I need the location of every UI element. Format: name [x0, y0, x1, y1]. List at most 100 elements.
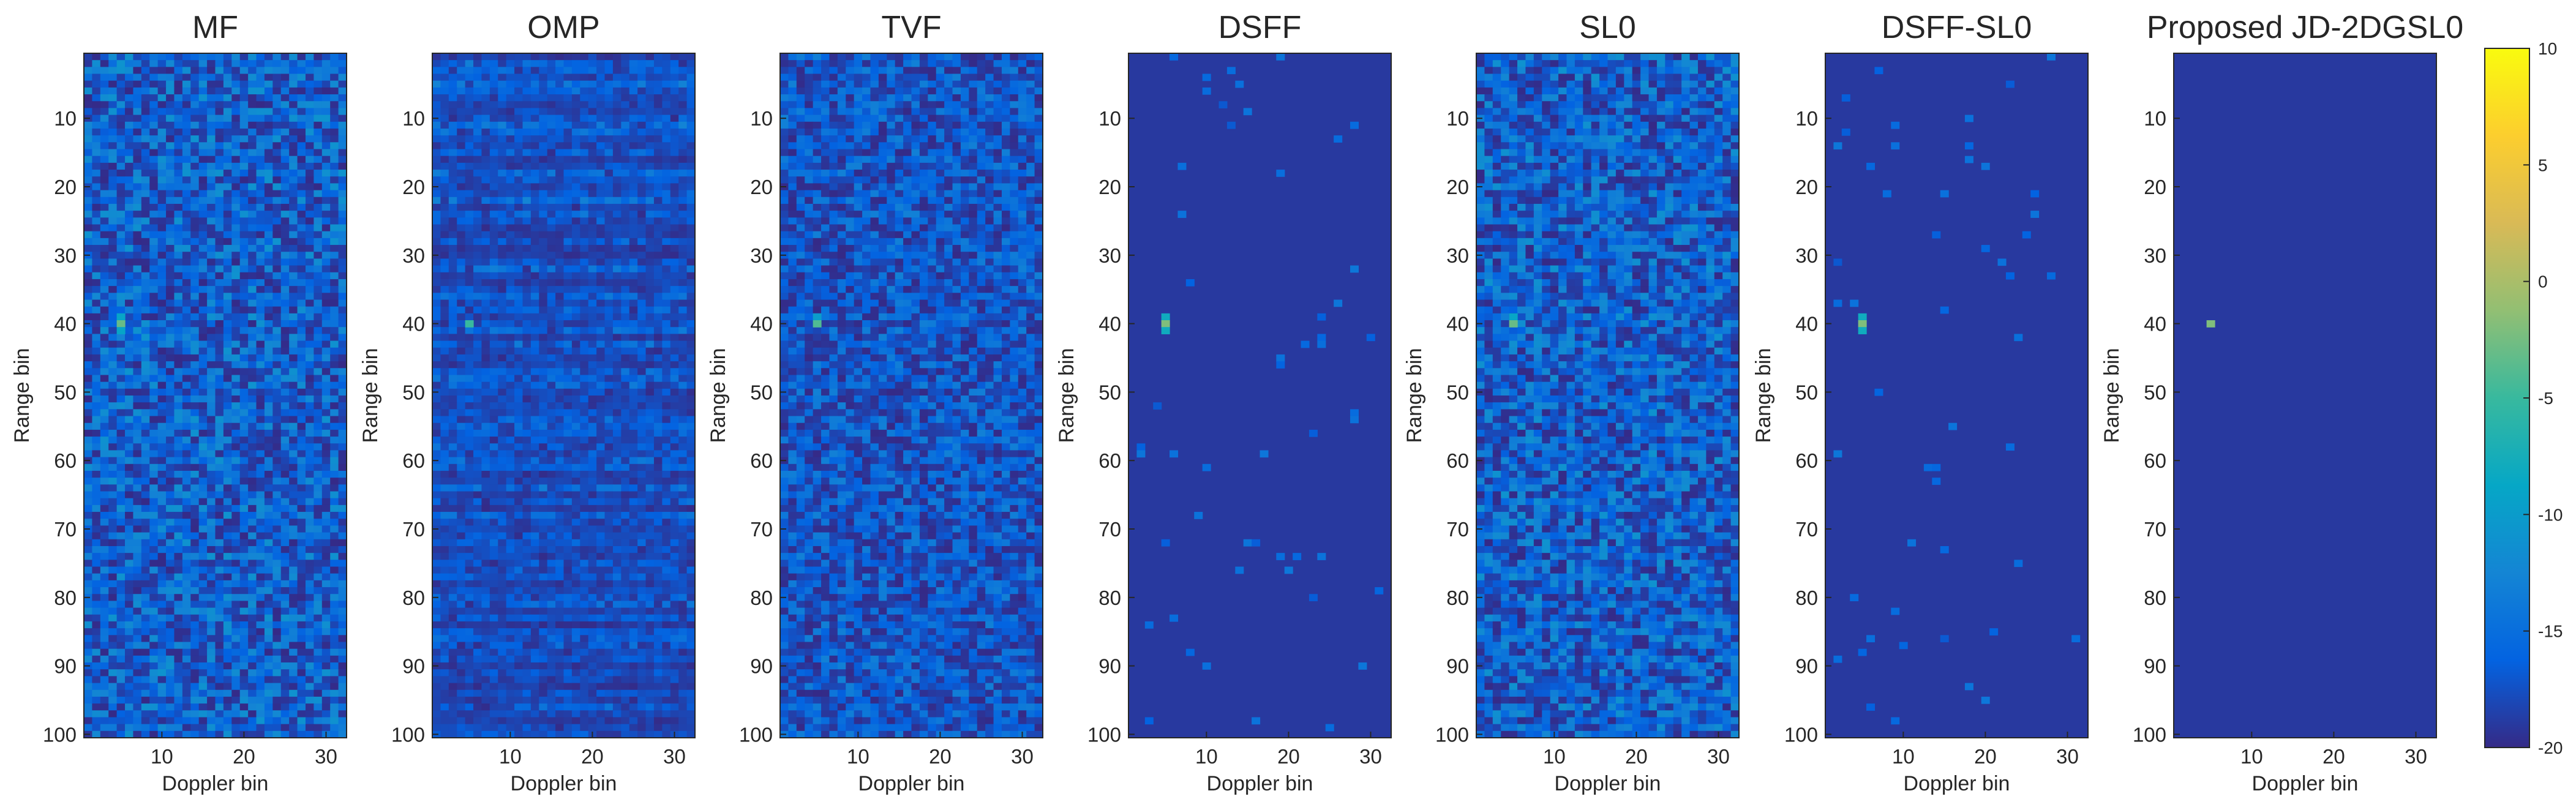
heatmap-cell: [157, 717, 167, 725]
heatmap-cell: [272, 73, 282, 81]
heatmap-cell: [92, 128, 101, 136]
heatmap-cell: [314, 607, 323, 615]
heatmap-cell: [305, 587, 314, 594]
heatmap-cell: [596, 170, 606, 177]
heatmap-cell: [84, 519, 93, 527]
heatmap-cell: [256, 703, 265, 711]
heatmap-cell: [473, 156, 483, 163]
heatmap-cell: [116, 437, 126, 444]
heatmap-cell: [84, 437, 93, 444]
heatmap-cell: [314, 710, 323, 718]
heatmap-cell: [481, 108, 490, 116]
heatmap-cell: [338, 368, 347, 376]
heatmap-cell: [190, 354, 200, 362]
heatmap-cell: [465, 211, 474, 218]
heatmap-cell: [571, 87, 580, 95]
heatmap-cell: [92, 252, 101, 259]
heatmap-cell: [215, 53, 224, 61]
heatmap-cell: [539, 238, 548, 246]
heatmap-cell: [563, 375, 573, 383]
heatmap-cell: [653, 170, 663, 177]
heatmap-cell: [125, 429, 134, 437]
heatmap-cell: [133, 628, 142, 636]
heatmap-cell: [555, 334, 565, 342]
heatmap-cell: [231, 416, 241, 424]
heatmap-cell: [116, 504, 126, 512]
heatmap-cell: [330, 546, 339, 553]
heatmap-cell: [141, 635, 150, 643]
heatmap-cell: [305, 176, 314, 184]
heatmap-cell: [182, 422, 191, 430]
heatmap-cell: [133, 422, 142, 430]
heatmap-cell: [207, 258, 216, 266]
heatmap-cell: [239, 135, 249, 143]
heatmap-cell: [207, 149, 216, 157]
heatmap-cell: [321, 689, 331, 697]
heatmap-cell: [588, 327, 597, 334]
heatmap-cell: [280, 327, 290, 334]
heatmap-cell: [207, 197, 216, 204]
heatmap-cell: [125, 703, 134, 711]
heatmap-cell: [637, 347, 647, 355]
heatmap-cell: [207, 73, 216, 81]
heatmap-cell: [473, 217, 483, 225]
heatmap-cell: [662, 170, 671, 177]
heatmap-cell: [481, 320, 490, 328]
heatmap-cell: [440, 231, 449, 239]
heatmap-cell: [547, 128, 556, 136]
heatmap-cell: [338, 614, 347, 622]
heatmap-cell: [190, 621, 200, 629]
heatmap-cell: [272, 128, 282, 136]
heatmap-cell: [321, 703, 331, 711]
heatmap-cell: [506, 361, 515, 369]
heatmap-cell: [248, 361, 257, 369]
heatmap-cell: [481, 217, 490, 225]
heatmap-cell: [157, 519, 167, 527]
heatmap-cell: [264, 183, 273, 191]
heatmap-cell: [653, 347, 663, 355]
heatmap-cell: [465, 238, 474, 246]
heatmap-cell: [264, 396, 273, 403]
heatmap-cell: [678, 402, 688, 410]
heatmap-cell: [678, 327, 688, 334]
heatmap-cell: [272, 258, 282, 266]
heatmap-cell: [166, 478, 175, 485]
heatmap-cell: [264, 87, 273, 95]
heatmap-cell: [580, 354, 589, 362]
heatmap-cell: [530, 252, 539, 259]
heatmap-cell: [297, 560, 306, 568]
heatmap-cell: [182, 478, 191, 485]
heatmap-cell: [198, 601, 208, 609]
heatmap-cell: [239, 416, 249, 424]
heatmap-cell: [239, 190, 249, 198]
heatmap-cell: [473, 149, 483, 157]
heatmap-cell: [92, 429, 101, 437]
heatmap-cell: [157, 491, 167, 499]
heatmap-cell: [92, 211, 101, 218]
heatmap-cell: [580, 108, 589, 116]
heatmap-cell: [198, 299, 208, 307]
heatmap-cell: [190, 306, 200, 314]
heatmap-cell: [432, 190, 441, 198]
heatmap-cell: [207, 121, 216, 129]
heatmap-cell: [645, 170, 655, 177]
heatmap-cell: [264, 279, 273, 287]
heatmap-cell: [338, 689, 347, 697]
heatmap-cell: [338, 519, 347, 527]
heatmap-cell: [190, 340, 200, 348]
heatmap-cell: [182, 279, 191, 287]
heatmap-cell: [465, 101, 474, 109]
heatmap-cell: [133, 347, 142, 355]
heatmap-cell: [280, 628, 290, 636]
heatmap-cell: [621, 224, 630, 232]
heatmap-cell: [465, 162, 474, 170]
heatmap-cell: [100, 238, 109, 246]
heatmap-cell: [84, 149, 93, 157]
heatmap-cell: [588, 94, 597, 102]
heatmap-cell: [190, 696, 200, 704]
heatmap-cell: [116, 463, 126, 471]
heatmap-cell: [190, 525, 200, 533]
heatmap-cell: [166, 347, 175, 355]
heatmap-cell: [108, 60, 118, 67]
heatmap-cell: [314, 484, 323, 492]
